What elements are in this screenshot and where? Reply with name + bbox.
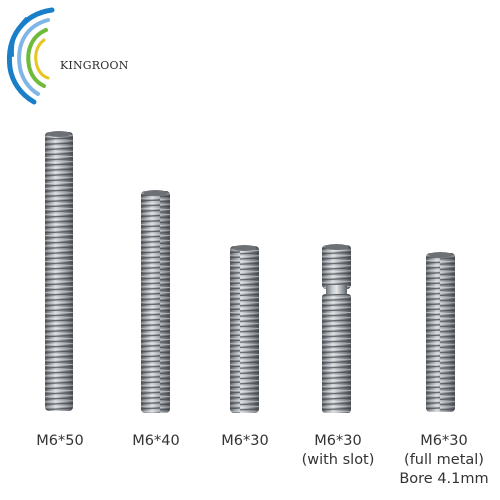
label-line: Bore 4.1mm <box>399 471 489 487</box>
rod-m6x30-full-metal <box>426 252 455 412</box>
label-m6x40: M6*40 <box>101 432 211 451</box>
label-line: (with slot) <box>301 452 375 468</box>
kingroon-logo: KINGROON <box>4 6 164 106</box>
label-m6x30-with-slot: M6*30 (with slot) <box>283 432 393 470</box>
label-line: M6*30 <box>221 433 269 449</box>
label-line: (full metal) <box>404 452 484 468</box>
rod-m6x30 <box>230 245 259 413</box>
rod-m6x50 <box>45 131 73 411</box>
label-line: M6*30 <box>420 433 468 449</box>
label-m6x30-full-metal: M6*30 (full metal) Bore 4.1mm <box>389 432 499 489</box>
label-line: M6*50 <box>36 433 84 449</box>
label-m6x30: M6*30 <box>190 432 300 451</box>
kingroon-swirl-icon <box>6 7 55 105</box>
label-line: M6*40 <box>132 433 180 449</box>
rod-m6x40 <box>141 190 170 413</box>
brand-name: KINGROON <box>60 59 129 72</box>
label-line: M6*30 <box>314 433 362 449</box>
rod-m6x30-with-slot <box>322 244 351 413</box>
label-m6x50: M6*50 <box>5 432 115 451</box>
